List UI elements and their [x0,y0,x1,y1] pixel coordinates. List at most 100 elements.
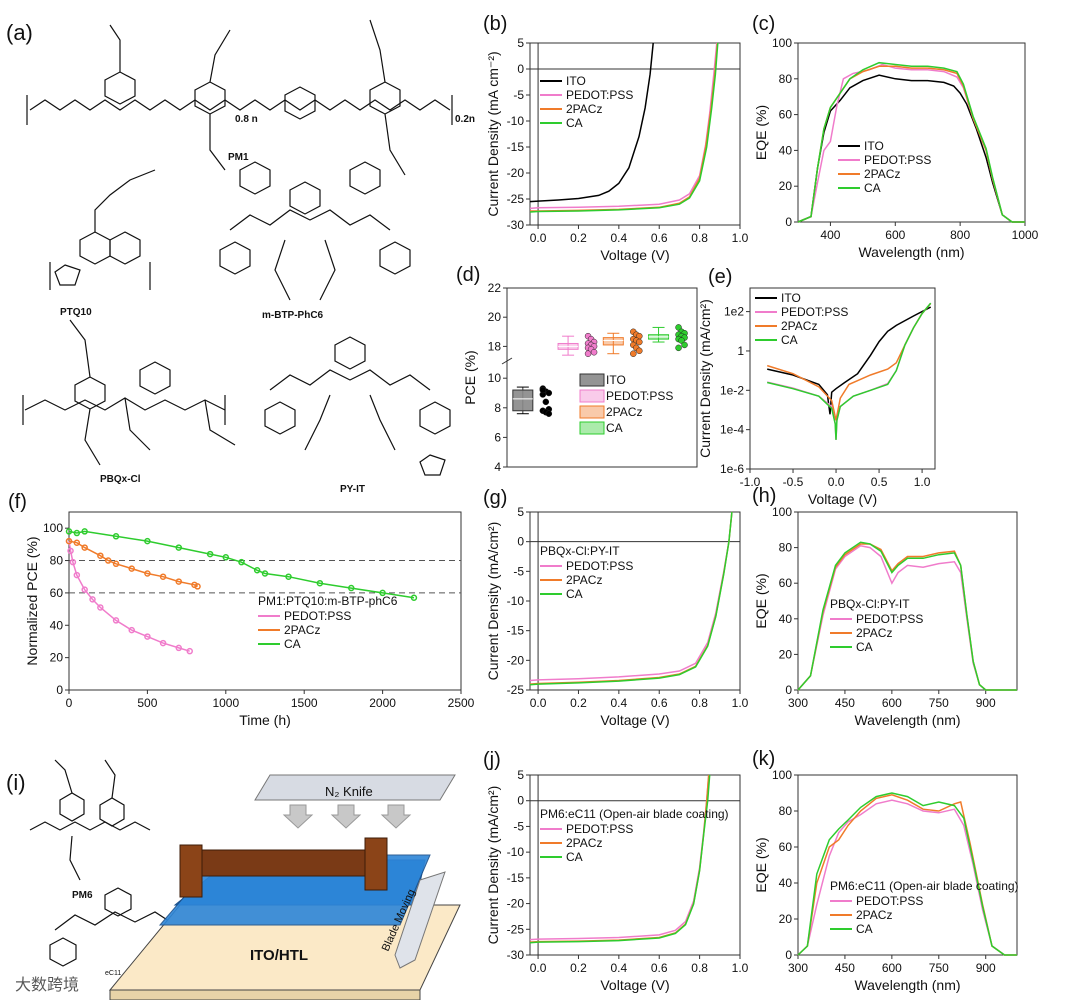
chart-panel-h: (h) 0 20 40 60 80 100 300 450 600 750 900 Wavelength… [752,485,1018,728]
data-marker [316,579,324,587]
y-tick-label: -30 [507,218,525,232]
x-tick-label: 500 [137,696,157,710]
data-marker [97,552,104,559]
series-line-ito [529,42,654,203]
panel-a-structures: (a) 0.8 n 0.2n PM1 PTQ10 m-BTP-PhC6 [6,19,475,495]
legend-entry: ITO [781,291,801,305]
y-tick-label: 22 [488,281,502,295]
legend-entry: 2PACz [606,405,642,419]
y-axis-label: PCE (%) [462,350,478,404]
chart-panel-e: (e) 1e-6 1e-4 1e-2 1 1e2 -1.0 -0.5 0.0 0.5 1.0 Volt… [697,266,936,507]
plot-frame [529,511,741,691]
panel-label-h: (h) [752,485,776,507]
panel-label-f: (f) [8,491,27,513]
series-line-ito [797,74,1025,223]
y-tick-label: 80 [50,554,64,568]
y-axis-label: Current Density (mA/cm²) [485,786,501,945]
plot-frame [797,511,1018,691]
legend-entry: CA [781,333,798,347]
x-tick-label: 600 [882,696,902,710]
x-tick-label: 0 [66,696,73,710]
series-line-pedotpss [797,799,1017,956]
m-btp-phc6-structure-drawing [219,161,411,301]
legend-entry: ITO [566,74,586,88]
y-tick-label: 1e-6 [720,462,744,476]
legend-entry: 2PACz [856,626,892,640]
y-tick-label: 60 [50,586,64,600]
legend-entry: PEDOT:PSS [781,305,848,319]
legend-swatch [579,389,605,403]
legend-entry: PEDOT:PSS [856,894,923,908]
x-tick-label: 0.0 [530,696,547,710]
charts-layer: (b) -30 -25 -20 -15 -10 -5 0 5 0.0 0.2 0.4 0.6 0.8 1.0… [8,13,1039,993]
y-tick-label: 0 [56,683,63,697]
data-marker [112,617,120,624]
plot-frame [797,42,1026,223]
legend-entry: 2PACz [566,102,602,116]
plot-frame [68,511,462,691]
legend-entry: CA [856,922,873,936]
pm1-fraction-y: 0.2n [455,114,475,125]
legend: PM6:eC11 (Open-air blade coating)PEDOT:P… [540,807,729,864]
x-tick-label: 800 [950,228,970,242]
x-tick-label: 0.2 [570,231,587,245]
data-marker [144,537,151,545]
x-tick-label: 600 [885,228,905,242]
x-tick-label: 0.4 [611,696,628,710]
x-axis-label: Voltage (V) [600,977,669,993]
x-axis-label: Wavelength (nm) [854,977,960,993]
y-tick-label: 1 [737,344,744,358]
chart-panel-d: (d) 4 6 8 10 18 20 22 PCE (%) ITO PEDOT:PSS 2PACz CA [456,264,698,474]
x-axis-label: Voltage (V) [600,247,669,263]
legend-entry: CA [566,116,583,130]
y-tick-label: 0 [785,683,792,697]
y-tick-label: 20 [779,179,793,193]
box-pedotpss [557,332,598,357]
panel-label-b: (b) [483,13,507,35]
x-tick-label: 0.0 [530,231,547,245]
legend-entry: PEDOT:PSS [606,389,673,403]
series-line-ca [529,511,733,686]
chart-panel-b: (b) -30 -25 -20 -15 -10 -5 0 5 0.0 0.2 0.4 0.6 0.8 1.0… [483,13,749,263]
series-line-pedotpss [797,63,1025,223]
y-tick-label: -20 [507,897,525,911]
x-axis-label: Wavelength (nm) [854,712,960,728]
y-tick-label: 100 [772,505,792,519]
y-axis-label: EQE (%) [753,105,769,160]
legend-entry: PEDOT:PSS [856,612,923,626]
panel-label-j: (j) [483,749,501,771]
series-line-pedotpss [529,42,718,210]
series-line-2pacz [529,511,733,685]
m-btp-phc6-label: m-BTP-PhC6 [262,310,324,321]
x-tick-label: 300 [788,696,808,710]
plot-frame [529,774,741,956]
x-tick-label: 450 [835,696,855,710]
data-marker [144,633,151,640]
data-marker [128,626,135,634]
y-tick-label: -25 [507,192,525,206]
y-tick-label: -30 [507,948,525,962]
data-point [681,341,688,349]
y-tick-label: 60 [779,576,793,590]
legend-swatch [579,373,605,387]
n2-knife-label: N₂ Knife [325,784,373,799]
legend-entry: CA [566,850,583,864]
blade-leg-left [179,844,203,898]
legend-entry: 2PACz [781,319,817,333]
series-line-ca [68,530,415,599]
y-tick-label: 100 [772,768,792,782]
x-tick-label: 0.4 [611,231,628,245]
y-tick-label: 8 [494,401,501,415]
plot-frame [529,42,741,226]
x-tick-label: 0.2 [570,961,587,975]
substrate-edge [109,989,421,1000]
pm6-label: PM6 [72,890,93,901]
chart-panel-k: (k) 0 20 40 60 80 100 300 450 600 750 900 Wavelength… [752,748,1019,993]
legend-title: PBQx-Cl:PY-IT [830,597,910,611]
legend-entry: 2PACz [566,836,602,850]
x-tick-label: 2000 [369,696,396,710]
